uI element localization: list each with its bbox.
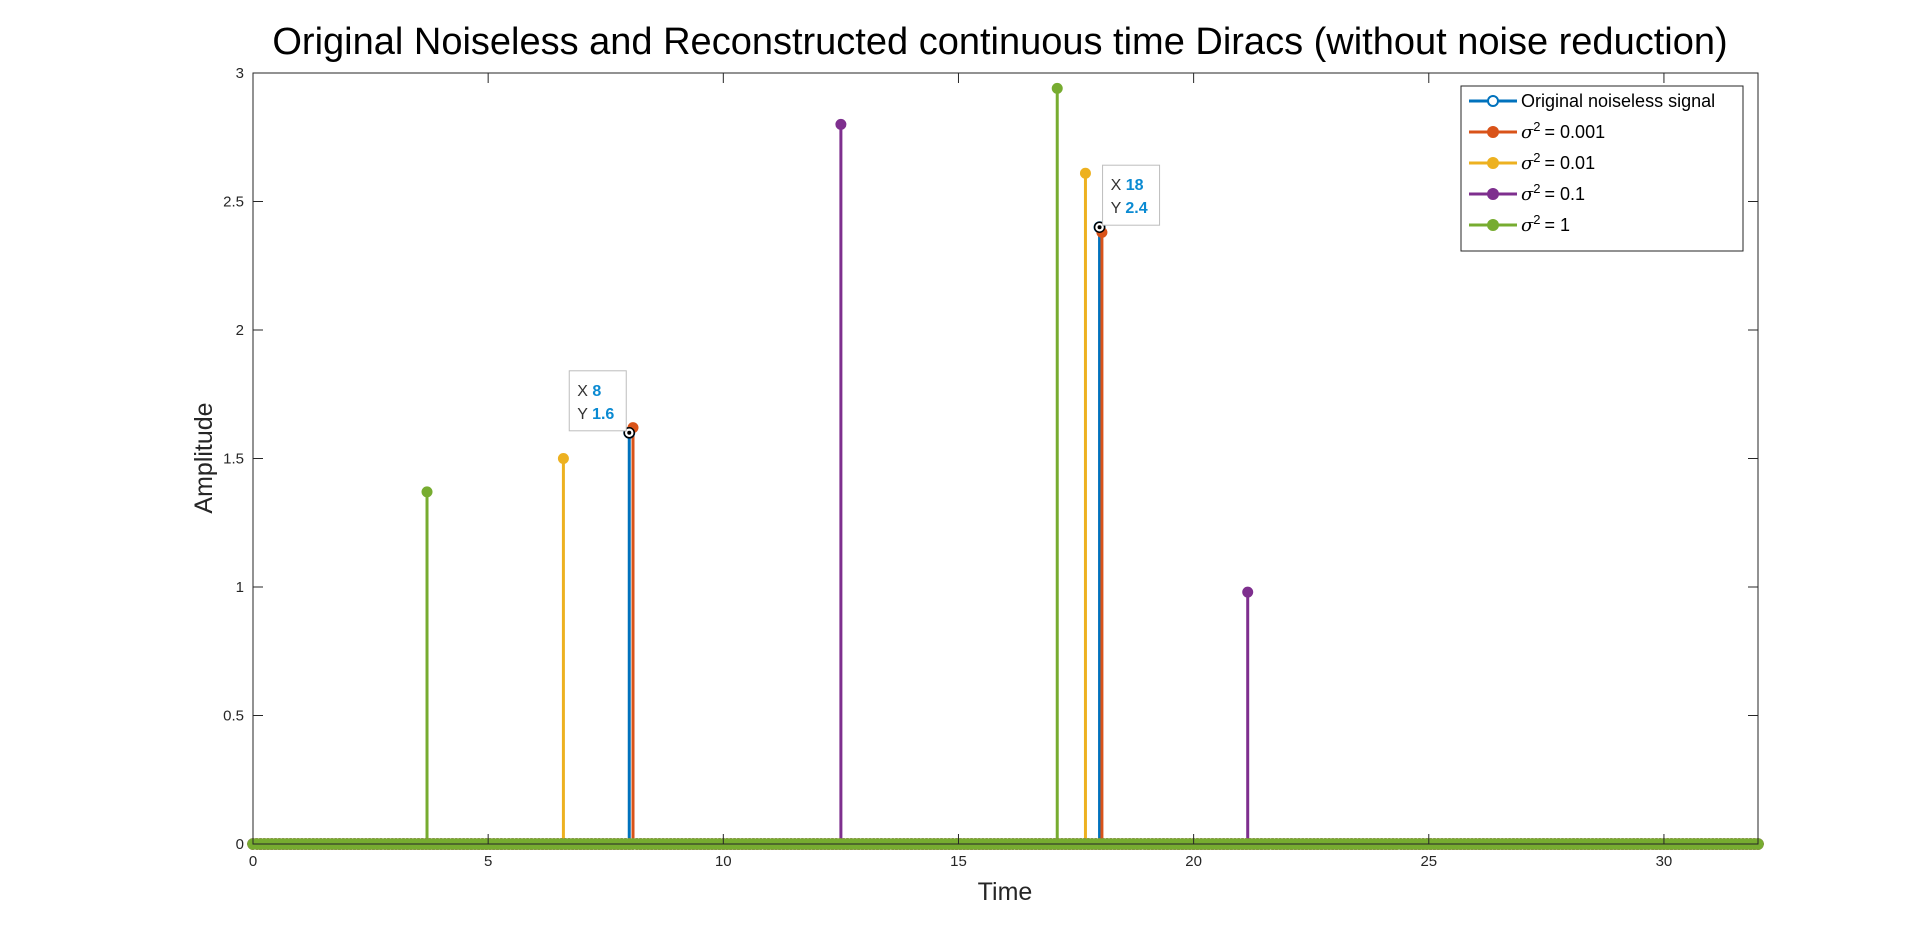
legend-marker [1487,188,1499,200]
legend-superscript: 2 [1533,212,1540,227]
legend-symbol: σ [1521,122,1534,143]
stem-marker [421,486,433,498]
stem-marker [1079,167,1091,179]
legend-label: σ2 = 0.01 [1521,150,1595,175]
datatip-y-value: 1.6 [592,406,614,423]
datatip[interactable]: X 8Y 1.6 [568,370,635,439]
legend-symbol: σ [1521,184,1534,205]
legend-label: σ2 = 1 [1521,212,1570,237]
x-axis-label: Time [978,878,1033,906]
datatip-box [568,370,627,432]
legend-value: = 1 [1545,215,1571,235]
datatip-x-value: 18 [1126,177,1144,194]
datatip-x-label: X [1111,177,1126,194]
datatip-y-label: Y [1111,200,1126,217]
stem-marker [1051,82,1063,94]
x-tick-label: 30 [1656,853,1673,870]
datatip-x-line: X 18 [1111,177,1144,194]
legend-superscript: 2 [1533,150,1540,165]
x-tick-label: 5 [484,853,492,870]
legend-marker [1487,219,1499,231]
legend-entry[interactable]: σ2 = 0.1 [1469,181,1585,206]
y-tick-label: 0 [236,836,244,853]
datatip-x-value: 8 [592,383,601,400]
datatip-dot [1097,225,1102,230]
y-tick-label: 0.5 [223,708,244,725]
stem-marker [557,453,569,464]
legend-entry[interactable]: σ2 = 0.01 [1469,150,1595,175]
legend-marker [1487,95,1499,107]
legend-entry[interactable]: σ2 = 1 [1469,212,1570,237]
legend-superscript: 2 [1533,181,1540,196]
stem-marker [1242,586,1254,598]
legend-label: σ2 = 0.1 [1521,181,1585,206]
legend-marker [1487,126,1499,138]
legend-entry[interactable]: σ2 = 0.001 [1469,119,1605,144]
x-tick-label: 25 [1420,853,1437,870]
legend-label: Original noiseless signal [1521,91,1715,111]
stems-layer [425,88,1250,844]
datatip-y-line: Y 2.4 [1111,200,1148,217]
datatip-y-label: Y [577,406,592,423]
y-tick-label: 2.5 [223,194,244,211]
datatip-box [1102,164,1161,226]
x-tick-label: 0 [249,853,257,870]
x-tick-label: 10 [715,853,732,870]
x-tick-label: 15 [950,853,967,870]
y-tick-label: 2 [236,322,244,339]
ticks-layer: 0 5 10 15 20 25 30 0 0.5 1 1.5 2 2.5 3 [223,65,1758,870]
datatip-x-label: X [577,383,592,400]
datatip-x-line: X 8 [577,383,601,400]
y-tick-label: 3 [236,65,244,82]
legend-value: = 0.001 [1545,122,1606,142]
datatip-y-value: 2.4 [1125,200,1147,217]
chart-title: Original Noiseless and Reconstructed con… [272,21,1727,63]
y-tick-label: 1.5 [223,451,244,468]
datatip-dot [627,430,632,435]
legend-value: = 0.01 [1545,153,1596,173]
legend-symbol: σ [1521,153,1534,174]
x-tick-label: 20 [1185,853,1202,870]
datatip[interactable]: X 18Y 2.4 [1093,164,1161,233]
stem-marker [835,118,847,130]
legend-symbol: σ [1521,215,1534,236]
y-tick-label: 1 [236,579,244,596]
legend-superscript: 2 [1533,119,1540,134]
datatip-y-line: Y 1.6 [577,406,614,423]
legend-entry[interactable]: Original noiseless signal [1469,91,1715,111]
y-axis-label: Amplitude [190,402,218,513]
legend-marker [1487,157,1499,169]
datatip-layer: X 8Y 1.6X 18Y 2.4 [568,164,1161,439]
legend-value: = 0.1 [1545,184,1586,204]
legend-label: σ2 = 0.001 [1521,119,1605,144]
